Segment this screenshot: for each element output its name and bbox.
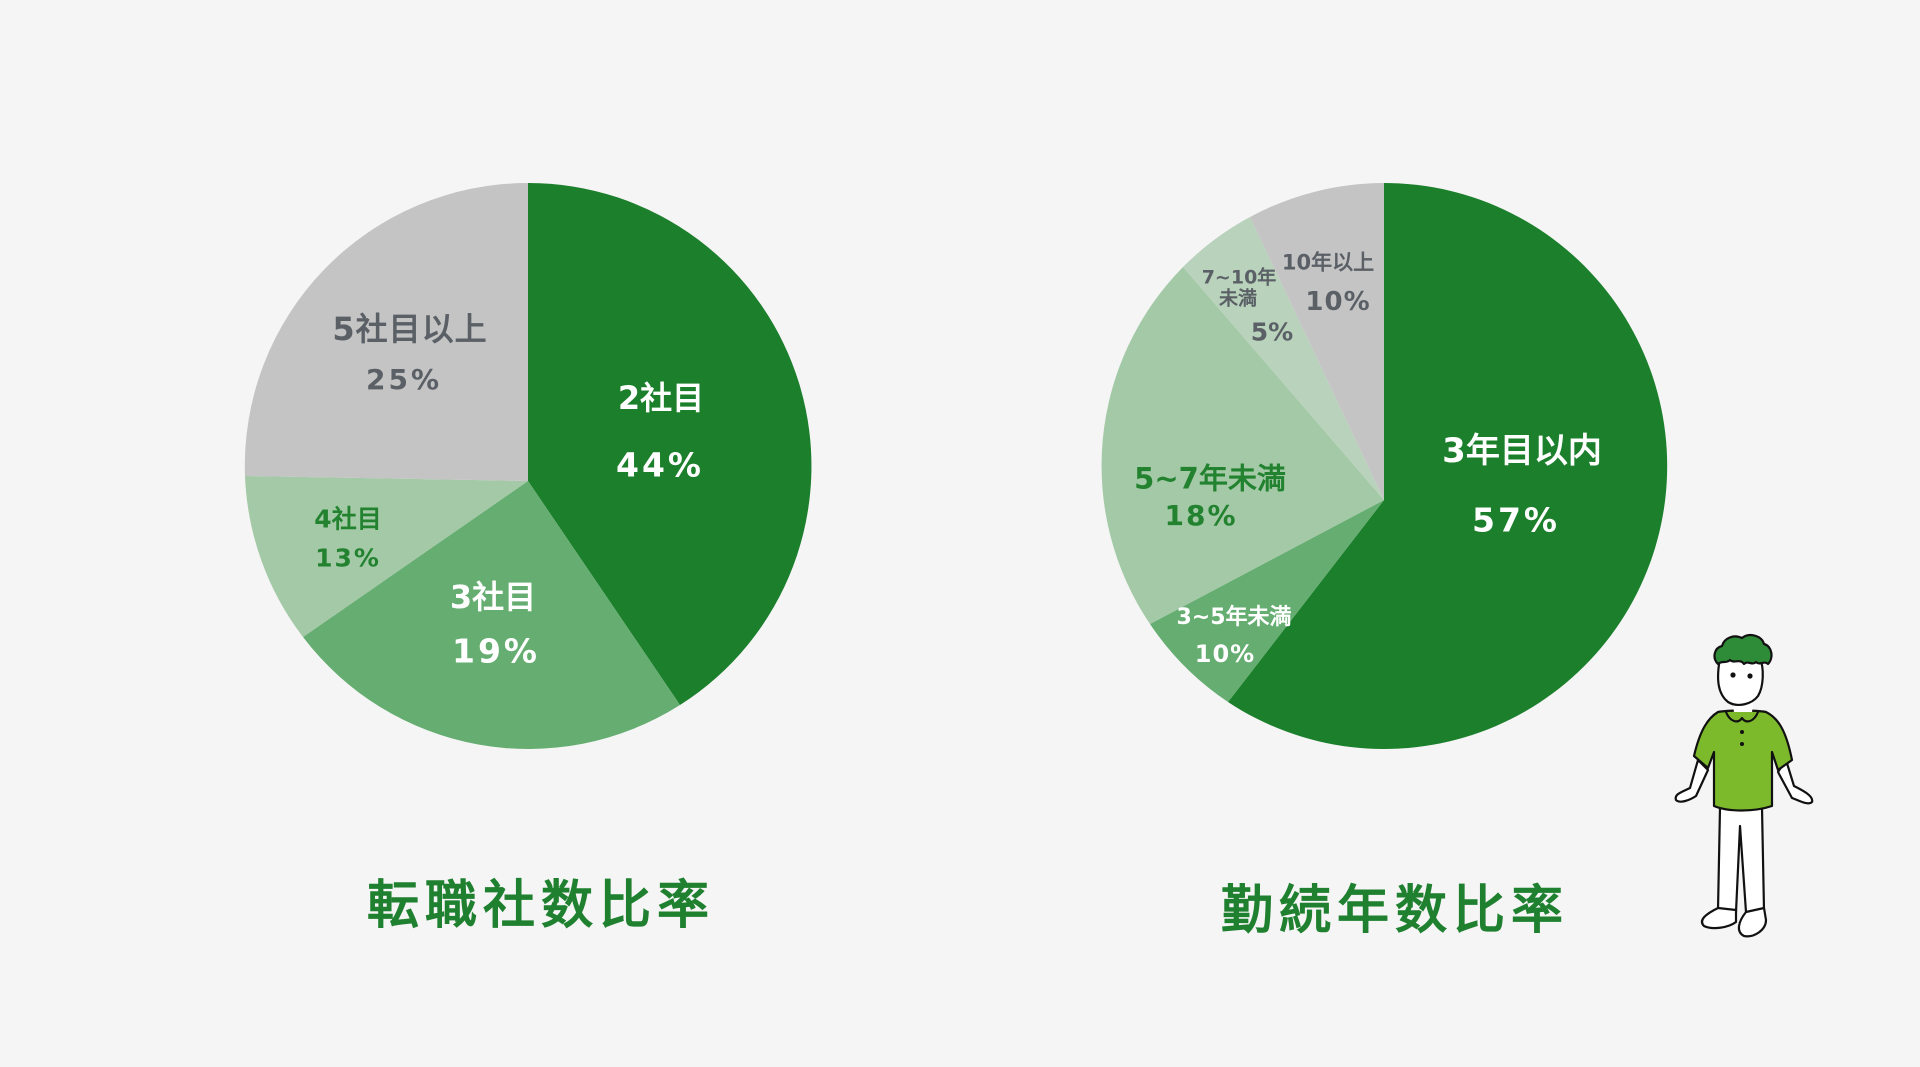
slice-within-3-years — [1228, 182, 1668, 749]
slice-pct-7-to-10: 5% — [1250, 317, 1294, 347]
slice-4th-company — [245, 476, 528, 637]
slice-label-7-to-10-line2: 未満 — [1218, 287, 1258, 310]
slice-pct-within-3: 57% — [1472, 500, 1560, 540]
slice-label-2nd: 2社目 — [617, 379, 705, 417]
slice-label-5-to-7: 5~7年未満 — [1134, 461, 1286, 496]
slice-label-within-3: 3年目以内 — [1442, 431, 1602, 471]
slice-pct-2nd: 44% — [616, 445, 704, 485]
slice-label-10-plus: 10年以上 — [1281, 250, 1375, 275]
person-illustration-icon — [1674, 634, 1814, 938]
slice-pct-10-plus: 10% — [1305, 287, 1371, 317]
slice-pct-5-to-7: 18% — [1164, 499, 1238, 532]
slice-3rd-company — [303, 481, 680, 749]
slice-2nd-company — [528, 182, 812, 706]
slice-pct-4th: 13% — [315, 543, 381, 573]
slice-label-3-to-5: 3~5年未満 — [1176, 605, 1292, 630]
pie-chart-tenure — [1101, 182, 1668, 749]
slice-10-plus-years — [1250, 183, 1384, 500]
slice-5th-plus-company — [244, 182, 529, 481]
slice-label-7-to-10-line1: 7~10年 — [1201, 266, 1277, 289]
slice-7-to-10-years — [1183, 217, 1384, 500]
slice-pct-5th-plus: 25% — [365, 363, 443, 396]
pie-chart-job-changes — [244, 182, 812, 749]
slice-5-to-7-years — [1101, 267, 1384, 624]
chart-title-job-changes: 転職社数比率 — [366, 876, 716, 936]
slice-label-4th: 4社目 — [314, 504, 382, 534]
chart-title-tenure: 勤続年数比率 — [1220, 881, 1570, 941]
slice-pct-3-to-5: 10% — [1194, 640, 1256, 668]
slice-pct-3rd: 19% — [452, 631, 540, 671]
slice-3-to-5-years — [1150, 500, 1384, 702]
slice-label-5th-plus: 5社目以上 — [332, 310, 488, 348]
slice-label-3rd: 3社目 — [449, 578, 537, 616]
